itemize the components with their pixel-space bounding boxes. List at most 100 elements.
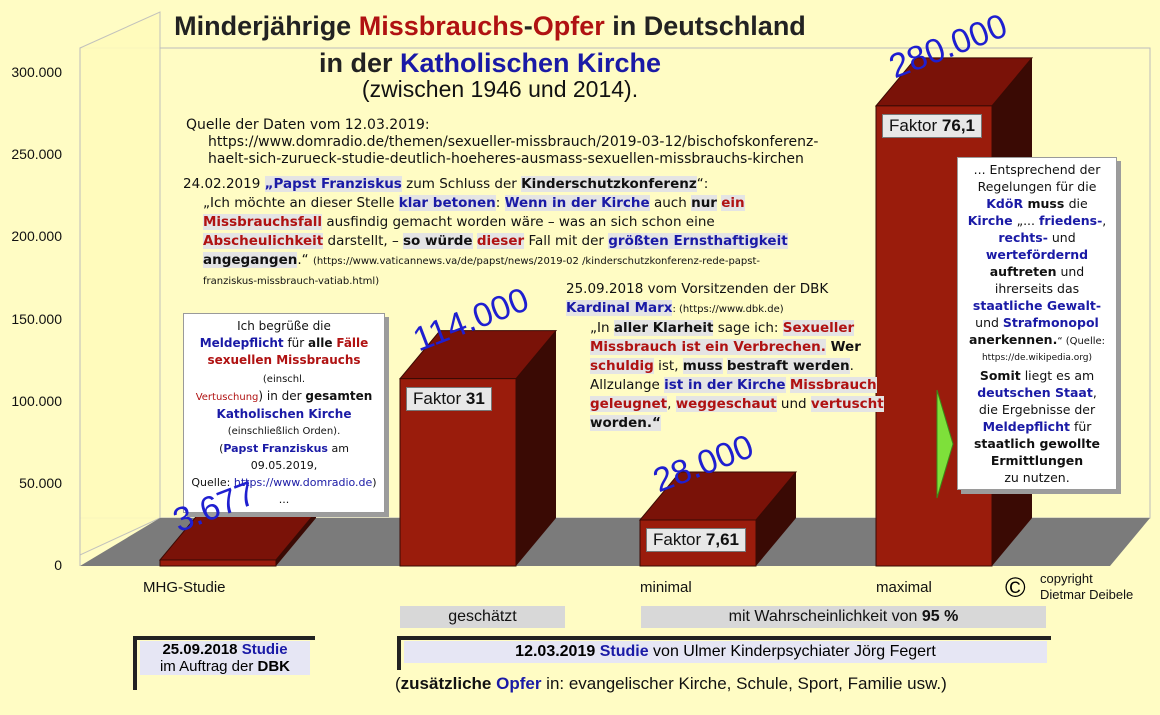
lb2e: Fälle	[336, 336, 369, 350]
bar-front	[159, 559, 277, 567]
pq17: größten Ernsthaftigkeit	[608, 233, 788, 249]
rb15: die Ergebnisse der	[978, 402, 1096, 417]
y-tick-label: 200.000	[11, 228, 62, 245]
pq18: angegangen	[203, 252, 298, 268]
mq5: Missbrauch ist ein Verbrechen.	[590, 339, 826, 355]
pope-name: „Papst Franziskus	[264, 176, 402, 192]
marx-quote: 25.09.2018 vom Vorsitzenden der DBK Kard…	[566, 280, 896, 433]
study2-frame	[397, 636, 1051, 670]
rb5b: und	[1047, 230, 1076, 245]
rb4d: ,	[1102, 213, 1107, 228]
rb11a: anerkennen.	[968, 332, 1058, 347]
title-missbrauchs: Missbrauchs	[358, 11, 524, 41]
extra-e: in: evangelischer Kirche, Schule, Sport,…	[541, 674, 947, 693]
probability-band: mit Wahrscheinlichkeit von 95 %	[641, 606, 1046, 628]
study2-word: Studie	[599, 643, 649, 660]
pq2: klar betonen	[398, 195, 496, 211]
y-tick-label: 300.000	[11, 64, 62, 80]
probability-text: mit Wahrscheinlichkeit von	[728, 608, 922, 625]
pq11: Abscheulichkeit	[203, 233, 324, 249]
bar-side	[276, 511, 316, 566]
marx-name: Kardinal Marx	[566, 300, 673, 316]
rb14b: ,	[1092, 385, 1097, 400]
copyright-icon: ©	[1005, 572, 1026, 603]
y-tick-label: 250.000	[11, 146, 62, 163]
title-dash: -	[523, 11, 533, 41]
pq9: Missbrauchsfall	[203, 214, 323, 230]
rb13b: liegt es am	[1020, 368, 1095, 383]
marx-url: : (https://www.dbk.de)	[672, 304, 784, 315]
y-tick-label: 100.000	[11, 392, 62, 409]
lb1: Ich begrüße die	[237, 319, 331, 333]
y-tick-label: 150.000	[11, 310, 62, 327]
rb3a: KdöR	[986, 196, 1024, 211]
pope-url-1: (https://www.vaticannews.va/de/papst/new…	[312, 256, 761, 267]
study2-rest: von Ulmer Kinderpsychiater Jörg Fegert	[648, 643, 936, 660]
pq8: ein	[721, 195, 745, 211]
mq16: Missbrauch	[789, 377, 877, 393]
rb17a: staatlich	[973, 436, 1040, 451]
rb10a: und	[975, 315, 1003, 330]
rb7b: und	[1056, 264, 1085, 279]
study1-frame	[133, 636, 315, 690]
extra-b: zusätzliche	[400, 674, 492, 693]
pq6: nur	[691, 195, 717, 211]
lb3a: sexuellen Missbrauchs	[207, 353, 361, 367]
mq17: geleugnet	[590, 396, 668, 412]
extra-d: Opfer	[496, 674, 542, 693]
mq3: sage ich:	[713, 320, 783, 336]
bar-factor-label: Faktor 7,61	[646, 527, 746, 552]
rb4c: friedens-	[1038, 213, 1103, 228]
rb3b: muss	[1023, 196, 1069, 211]
mq6: Wer	[825, 339, 861, 355]
mq9: muss	[682, 358, 723, 374]
study1-date: 25.09.2018	[162, 641, 242, 658]
lb6: (einschließlich Orden).	[227, 426, 341, 437]
lb8a: Quelle:	[191, 476, 234, 489]
lb4c: gesamten	[305, 389, 373, 403]
y-tick-label: 50.000	[19, 474, 62, 491]
rb4b: „...	[1012, 213, 1039, 228]
mq7: schuldig	[590, 358, 654, 374]
rb5a: rechts-	[998, 230, 1048, 245]
rb19: zu nutzen.	[1004, 470, 1070, 485]
bar-side	[516, 330, 556, 566]
pope-quote-head: 24.02.2019 „Papst Franziskus zum Schluss…	[183, 175, 863, 194]
rb4a: Kirche	[967, 213, 1013, 228]
title-opfer: Opfer	[532, 11, 605, 41]
rb16a: Meldepflicht	[982, 419, 1070, 434]
mq12: .	[849, 358, 854, 374]
lb2c: alle	[308, 336, 333, 350]
title-line-1: Minderjährige Missbrauchs-Opfer in Deuts…	[150, 8, 830, 45]
rb10b: Strafmonopol	[1002, 315, 1099, 330]
rb13a: Somit	[979, 368, 1021, 383]
bar-1	[398, 330, 558, 567]
lb2b: für	[283, 336, 309, 350]
pq16: Fall mit der	[524, 233, 609, 249]
source-line-1: Quelle der Daten vom 12.03.2019:	[186, 117, 430, 133]
rb1: ... Entsprechend der	[973, 162, 1101, 177]
pope-quote: 24.02.2019 „Papst Franziskus zum Schluss…	[183, 175, 863, 291]
bar-factor-label: Faktor 76,1	[882, 113, 982, 138]
lb8c: ) ...	[278, 476, 377, 506]
title-text-2: in Deutschland	[604, 11, 806, 41]
mq21: vertuscht	[810, 396, 884, 412]
pope-date: 24.02.2019	[183, 176, 265, 192]
chart-left-wall	[79, 11, 161, 556]
copyright-text: copyright Dietmar Deibele	[1040, 571, 1133, 603]
pq4: Wenn in der Kirche	[504, 195, 650, 211]
lb7a: (	[219, 442, 224, 455]
study1-word: Studie	[241, 641, 288, 658]
pq12: darstellt, –	[323, 233, 403, 249]
x-label-maximal: maximal	[876, 579, 932, 596]
study2-box: 12.03.2019 Studie von Ulmer Kinderpsychi…	[404, 641, 1047, 663]
mq18: ,	[667, 396, 676, 412]
lb4a: Vertuschung	[195, 392, 259, 403]
bar-side	[756, 471, 796, 566]
pq1: „Ich möchte an dieser Stelle	[203, 195, 399, 211]
title-line-2: in der Katholischen Kirche	[150, 45, 830, 82]
mq19: weggeschaut	[675, 396, 777, 412]
mq14: ist in der Kirche	[664, 377, 786, 393]
right-note-box: ... Entsprechend der Regelungen für die …	[957, 157, 1117, 490]
source-line-3: haelt-sich-zurueck-studie-deutlich-hoehe…	[208, 151, 804, 167]
